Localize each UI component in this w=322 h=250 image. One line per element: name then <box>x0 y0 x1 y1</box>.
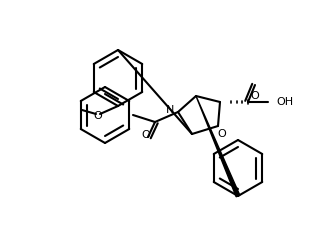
Text: O: O <box>142 130 150 140</box>
Text: O: O <box>251 91 260 101</box>
Text: N: N <box>166 105 174 115</box>
Text: O: O <box>94 111 102 121</box>
Text: OH: OH <box>276 97 293 107</box>
Text: O: O <box>218 129 226 139</box>
Polygon shape <box>196 96 240 197</box>
